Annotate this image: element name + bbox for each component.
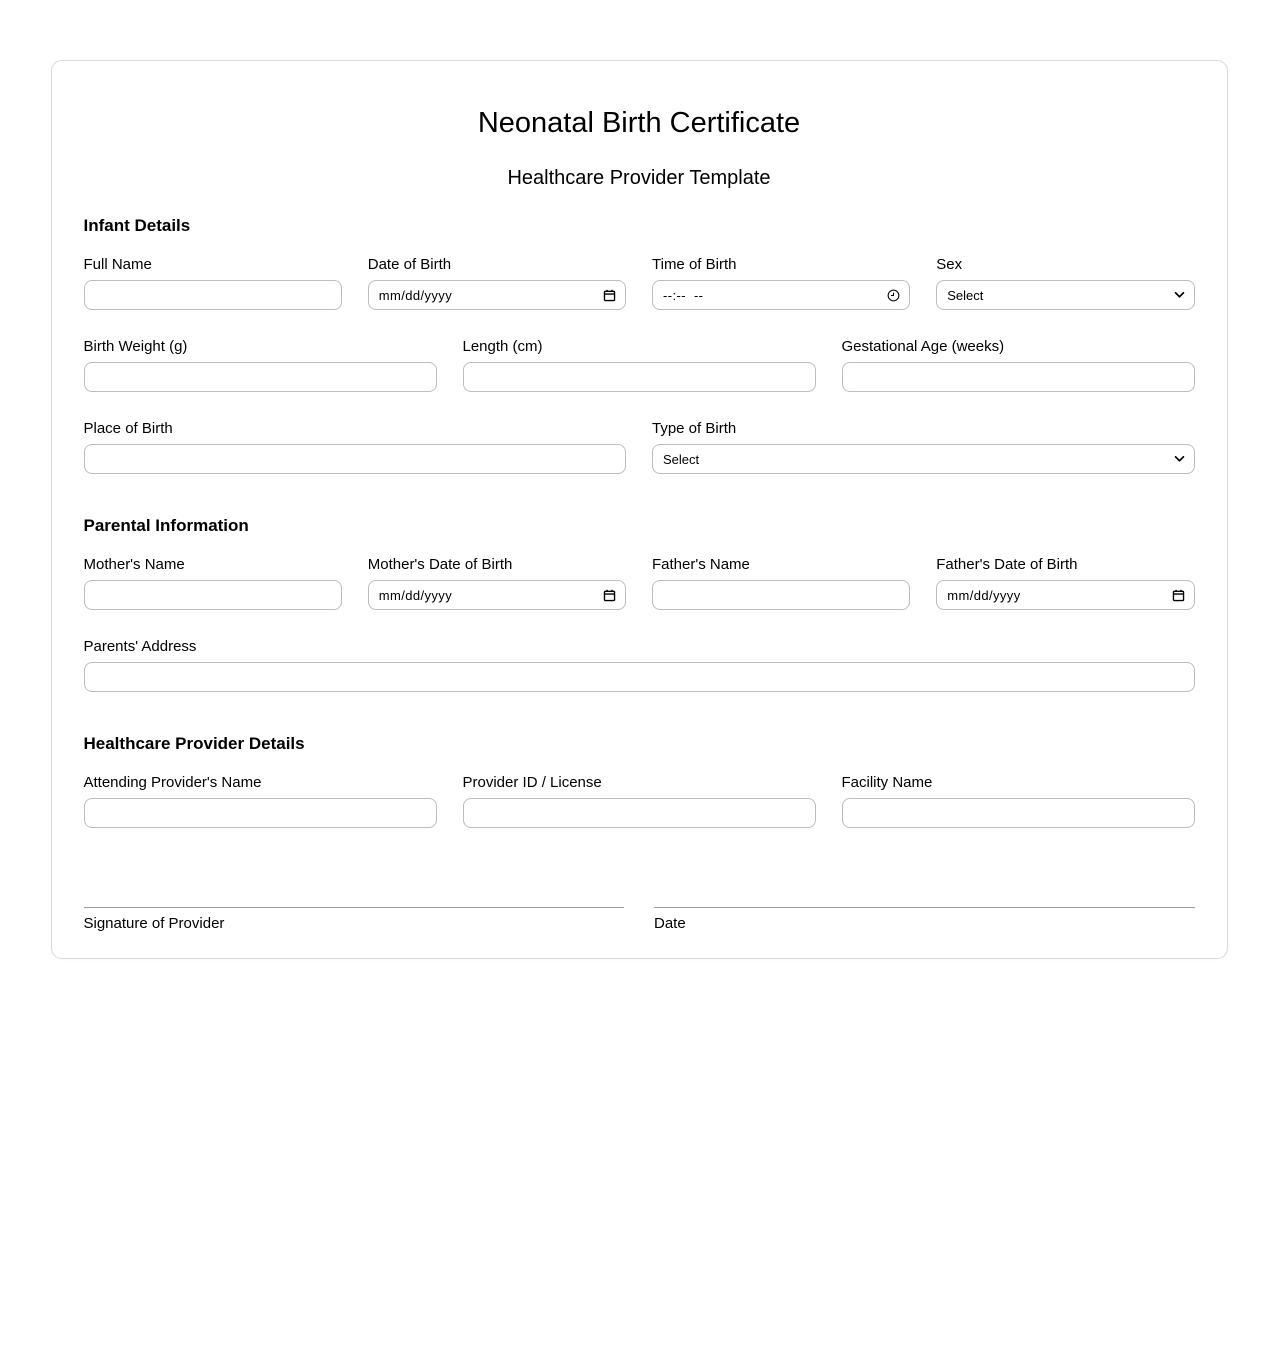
field-facility-name: Facility Name	[841, 774, 1195, 829]
section-heading-parental-information: Parental Information	[83, 516, 249, 536]
birth-weight-label: Birth Weight (g)	[83, 338, 188, 356]
infant-row-3: Place of Birth Type of Birth Select	[83, 420, 1195, 475]
time-of-birth-label: Time of Birth	[652, 256, 737, 274]
field-place-of-birth: Place of Birth	[83, 420, 626, 475]
date-placeholder: mm/dd/yyyy	[378, 287, 453, 303]
type-of-birth-label: Type of Birth	[652, 420, 737, 438]
field-mother-date-of-birth: Mother's Date of Birth mm/dd/yyyy	[367, 556, 626, 611]
father-name-label: Father's Name	[652, 556, 750, 574]
type-of-birth-select[interactable]: Select	[652, 444, 1195, 475]
sex-select[interactable]: Select	[936, 280, 1195, 311]
field-gestational-age: Gestational Age (weeks)	[841, 338, 1195, 393]
sex-label: Sex	[936, 256, 963, 274]
full-name-input[interactable]	[83, 280, 342, 311]
infant-row-1: Full Name Date of Birth mm/dd/yyyy Time …	[83, 256, 1195, 311]
provider-row-1: Attending Provider's Name Provider ID / …	[83, 774, 1195, 829]
field-sex: Sex Select	[936, 256, 1195, 311]
time-of-birth-input[interactable]: --:-- --	[652, 280, 911, 311]
place-of-birth-input[interactable]	[83, 444, 626, 475]
field-time-of-birth: Time of Birth --:-- --	[652, 256, 911, 311]
length-label: Length (cm)	[462, 338, 543, 356]
gestational-age-label: Gestational Age (weeks)	[841, 338, 1005, 356]
section-heading-provider-details: Healthcare Provider Details	[83, 734, 305, 754]
section-heading-infant-details: Infant Details	[83, 216, 191, 236]
attending-provider-name-input[interactable]	[83, 798, 437, 829]
mother-name-input[interactable]	[83, 580, 342, 611]
parental-row-1: Mother's Name Mother's Date of Birth mm/…	[83, 556, 1195, 611]
field-length: Length (cm)	[462, 338, 816, 393]
full-name-label: Full Name	[83, 256, 152, 274]
attending-provider-name-label: Attending Provider's Name	[83, 774, 262, 792]
page-title: Neonatal Birth Certificate	[477, 107, 801, 139]
field-birth-weight: Birth Weight (g)	[83, 338, 437, 393]
calendar-icon[interactable]	[603, 589, 616, 602]
type-of-birth-select-wrap: Select	[652, 444, 1195, 475]
date-placeholder: mm/dd/yyyy	[947, 587, 1021, 603]
date-of-birth-input[interactable]: mm/dd/yyyy	[367, 280, 626, 311]
mother-date-of-birth-input[interactable]: mm/dd/yyyy	[367, 580, 626, 611]
father-date-of-birth-label: Father's Date of Birth	[936, 556, 1078, 574]
field-father-date-of-birth: Father's Date of Birth mm/dd/yyyy	[936, 556, 1195, 611]
time-placeholder: --:-- --	[663, 287, 704, 303]
field-provider-id: Provider ID / License	[462, 774, 816, 829]
parental-row-2: Parents' Address	[83, 638, 1195, 693]
length-input[interactable]	[462, 362, 816, 393]
field-attending-provider-name: Attending Provider's Name	[83, 774, 437, 829]
field-date-of-birth: Date of Birth mm/dd/yyyy	[367, 256, 626, 311]
page-subtitle: Healthcare Provider Template	[507, 167, 771, 190]
birth-certificate-form: Neonatal Birth Certificate Healthcare Pr…	[50, 60, 1228, 960]
provider-id-label: Provider ID / License	[462, 774, 602, 792]
infant-row-2: Birth Weight (g) Length (cm) Gestational…	[83, 338, 1195, 393]
facility-name-label: Facility Name	[841, 774, 933, 792]
date-line: Date	[654, 907, 1195, 932]
calendar-icon[interactable]	[603, 289, 616, 302]
parents-address-label: Parents' Address	[83, 638, 197, 656]
parents-address-input[interactable]	[83, 662, 1195, 693]
field-mother-name: Mother's Name	[83, 556, 342, 611]
signature-of-provider-line: Signature of Provider	[83, 907, 624, 932]
gestational-age-input[interactable]	[841, 362, 1195, 393]
birth-weight-input[interactable]	[83, 362, 437, 393]
facility-name-input[interactable]	[841, 798, 1195, 829]
place-of-birth-label: Place of Birth	[83, 420, 173, 438]
date-placeholder: mm/dd/yyyy	[378, 587, 453, 603]
date-of-birth-label: Date of Birth	[367, 256, 452, 274]
field-full-name: Full Name	[83, 256, 342, 311]
sex-select-wrap: Select	[936, 280, 1195, 311]
field-father-name: Father's Name	[652, 556, 911, 611]
mother-date-of-birth-label: Mother's Date of Birth	[367, 556, 513, 574]
calendar-icon[interactable]	[1172, 589, 1185, 602]
clock-icon[interactable]	[887, 289, 900, 302]
signature-row: Signature of Provider Date	[83, 907, 1195, 932]
provider-id-input[interactable]	[462, 798, 816, 829]
field-type-of-birth: Type of Birth Select	[652, 420, 1195, 475]
field-parents-address: Parents' Address	[83, 638, 1195, 693]
mother-name-label: Mother's Name	[83, 556, 185, 574]
father-date-of-birth-input[interactable]: mm/dd/yyyy	[936, 580, 1195, 611]
father-name-input[interactable]	[652, 580, 911, 611]
